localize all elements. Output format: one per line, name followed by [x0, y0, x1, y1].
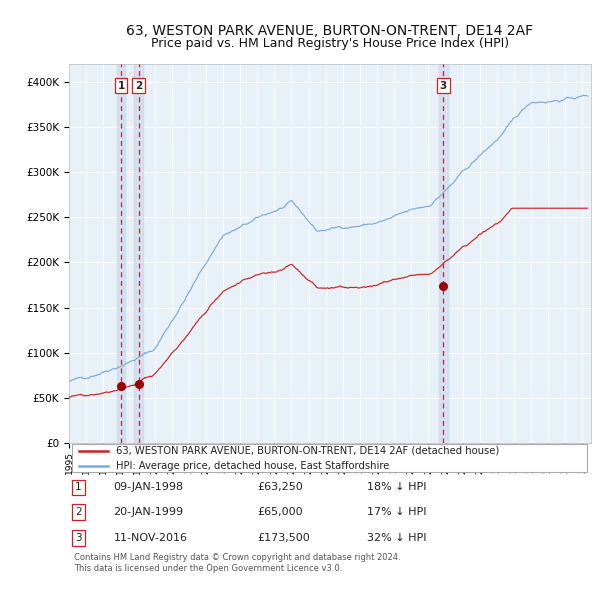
- Text: £173,500: £173,500: [257, 533, 310, 543]
- Text: 11-NOV-2016: 11-NOV-2016: [113, 533, 187, 543]
- FancyBboxPatch shape: [71, 444, 587, 472]
- Text: 18% ↓ HPI: 18% ↓ HPI: [367, 483, 426, 493]
- Text: 1: 1: [75, 483, 82, 493]
- Text: 20-JAN-1999: 20-JAN-1999: [113, 507, 184, 517]
- Text: 3: 3: [75, 533, 82, 543]
- Bar: [134, 64, 143, 443]
- Text: £65,000: £65,000: [257, 507, 302, 517]
- Text: 17% ↓ HPI: 17% ↓ HPI: [367, 507, 426, 517]
- Text: 63, WESTON PARK AVENUE, BURTON-ON-TRENT, DE14 2AF: 63, WESTON PARK AVENUE, BURTON-ON-TRENT,…: [127, 24, 533, 38]
- Bar: [439, 64, 448, 443]
- Text: 32% ↓ HPI: 32% ↓ HPI: [367, 533, 426, 543]
- Text: 2: 2: [135, 81, 142, 91]
- Bar: [117, 64, 125, 443]
- Text: Price paid vs. HM Land Registry's House Price Index (HPI): Price paid vs. HM Land Registry's House …: [151, 37, 509, 50]
- Text: HPI: Average price, detached house, East Staffordshire: HPI: Average price, detached house, East…: [116, 461, 389, 471]
- Text: £63,250: £63,250: [257, 483, 302, 493]
- Text: 09-JAN-1998: 09-JAN-1998: [113, 483, 184, 493]
- Text: 2: 2: [75, 507, 82, 517]
- Text: Contains HM Land Registry data © Crown copyright and database right 2024.
This d: Contains HM Land Registry data © Crown c…: [74, 553, 401, 573]
- Text: 63, WESTON PARK AVENUE, BURTON-ON-TRENT, DE14 2AF (detached house): 63, WESTON PARK AVENUE, BURTON-ON-TRENT,…: [116, 445, 499, 455]
- Text: 1: 1: [118, 81, 125, 91]
- Text: 3: 3: [440, 81, 447, 91]
